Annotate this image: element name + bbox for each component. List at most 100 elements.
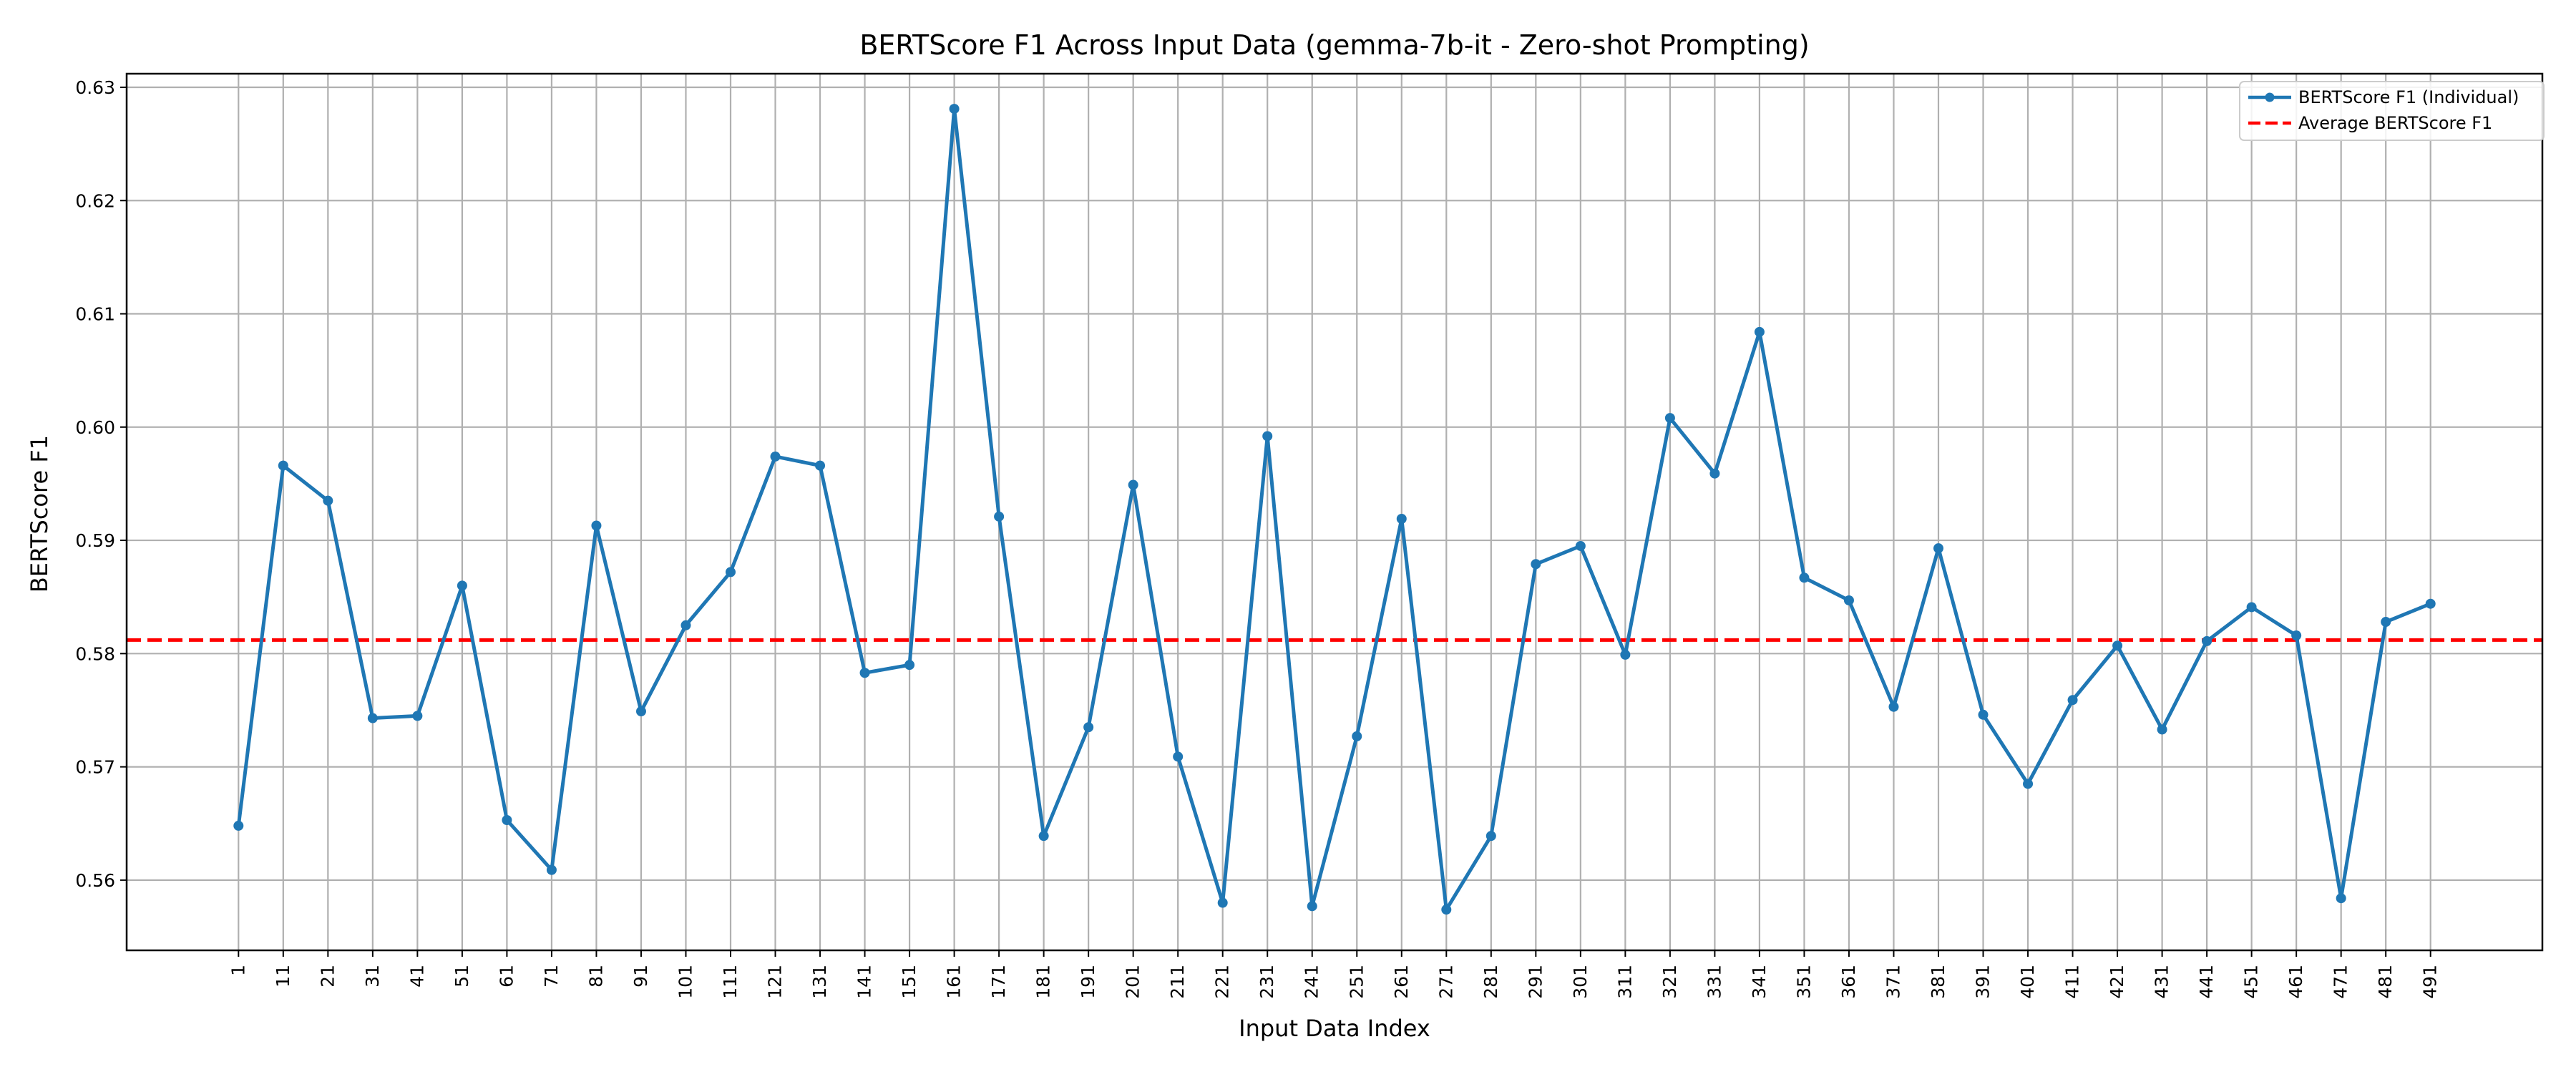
data-point: [1038, 831, 1049, 842]
x-tick-label: 91: [630, 965, 651, 988]
data-point: [2425, 598, 2436, 609]
y-axis-ticks: 0.56 0.57 0.58 0.59 0.60 0.61 0.62 0.63: [75, 77, 127, 891]
x-tick-label: 1: [228, 965, 248, 976]
x-tick-label: 71: [541, 965, 562, 988]
y-tick-label: 0.59: [75, 530, 115, 551]
x-tick-label: 181: [1033, 965, 1054, 999]
data-point: [2157, 724, 2167, 735]
data-point: [1217, 897, 1228, 908]
x-tick-label: 491: [2420, 965, 2441, 999]
x-tick-label: 161: [944, 965, 965, 999]
x-tick-label: 41: [406, 965, 427, 988]
x-tick-label: 371: [1883, 965, 1903, 999]
x-tick-label: 441: [2196, 965, 2217, 999]
x-axis-label: Input Data Index: [1239, 1015, 1430, 1042]
legend: BERTScore F1 (Individual) Average BERTSc…: [2239, 81, 2545, 141]
legend-box: [2239, 81, 2545, 141]
data-point: [680, 620, 691, 630]
data-point: [1978, 709, 1989, 720]
legend-marker-individual: [2265, 92, 2275, 102]
x-tick-label: 21: [317, 965, 338, 988]
x-tick-label: 401: [2017, 965, 2038, 999]
data-point: [1933, 543, 1943, 554]
data-point: [2067, 695, 2078, 706]
x-tick-label: 211: [1167, 965, 1188, 999]
x-tick-label: 461: [2285, 965, 2306, 999]
data-point: [859, 668, 870, 678]
data-point: [323, 495, 333, 506]
series-line-individual: [236, 107, 2431, 912]
x-tick-label: 281: [1480, 965, 1501, 999]
data-point: [2291, 630, 2302, 641]
y-tick-label: 0.61: [75, 304, 115, 325]
x-tick-label: 201: [1123, 965, 1143, 999]
x-tick-label: 171: [988, 965, 1009, 999]
x-tick-label: 421: [2107, 965, 2127, 999]
x-tick-label: 471: [2331, 965, 2351, 999]
x-tick-label: 111: [720, 965, 741, 999]
data-point: [2202, 635, 2212, 646]
data-point: [949, 104, 960, 114]
x-tick-label: 321: [1659, 965, 1680, 999]
data-point: [1307, 901, 1317, 912]
x-tick-label: 271: [1435, 965, 1456, 999]
legend-label-average: Average BERTScore F1: [2298, 113, 2492, 133]
data-point: [457, 580, 467, 591]
y-tick-label: 0.57: [75, 757, 115, 778]
x-tick-label: 331: [1704, 965, 1724, 999]
x-tick-label: 141: [854, 965, 875, 999]
data-point: [904, 660, 915, 671]
y-tick-label: 0.62: [75, 190, 115, 211]
data-point: [1485, 831, 1496, 842]
data-point: [1083, 722, 1094, 733]
x-tick-label: 221: [1212, 965, 1233, 999]
data-point: [635, 706, 646, 717]
x-tick-label: 61: [496, 965, 517, 988]
data-point: [546, 864, 557, 875]
x-axis-ticks: 1 11 21 31 41 51 61 71 81 91 101 111 121 131 141 151 161…: [228, 950, 2441, 999]
data-point: [2336, 893, 2346, 904]
x-tick-label: 251: [1346, 965, 1367, 999]
x-tick-label: 431: [2152, 965, 2172, 999]
data-point: [1173, 751, 1184, 762]
x-tick-label: 301: [1570, 965, 1591, 999]
x-tick-label: 101: [675, 965, 696, 999]
data-point: [1843, 595, 1854, 605]
x-tick-label: 391: [1973, 965, 1994, 999]
plot-frame: [125, 72, 2544, 952]
x-tick-label: 11: [273, 965, 293, 988]
y-tick-label: 0.56: [75, 870, 115, 891]
data-point: [2381, 617, 2391, 628]
data-point: [815, 460, 826, 471]
data-point: [412, 711, 423, 721]
data-point: [2112, 640, 2123, 651]
x-tick-label: 81: [585, 965, 606, 988]
y-tick-label: 0.58: [75, 643, 115, 664]
x-tick-label: 151: [899, 965, 919, 999]
data-point: [591, 520, 602, 531]
x-tick-label: 191: [1078, 965, 1098, 999]
x-tick-label: 231: [1257, 965, 1277, 999]
x-tick-label: 451: [2241, 965, 2262, 999]
x-tick-label: 121: [765, 965, 786, 999]
data-point: [2023, 779, 2034, 789]
data-point: [1352, 731, 1362, 741]
y-tick-label: 0.60: [75, 417, 115, 438]
data-point: [994, 511, 1005, 522]
data-point: [726, 567, 736, 578]
x-tick-label: 131: [809, 965, 830, 999]
x-tick-label: 361: [1838, 965, 1859, 999]
data-point: [1709, 468, 1720, 479]
chart-title: BERTScore F1 Across Input Data (gemma-7b…: [859, 29, 1809, 61]
x-tick-label: 381: [1928, 965, 1948, 999]
x-tick-label: 51: [452, 965, 472, 988]
data-point: [1799, 572, 1810, 583]
series-group: [233, 104, 2436, 915]
y-axis-label: BERTScore F1: [26, 435, 53, 593]
data-point: [1531, 559, 1541, 570]
data-point: [1128, 479, 1138, 490]
grid: [127, 74, 2542, 950]
